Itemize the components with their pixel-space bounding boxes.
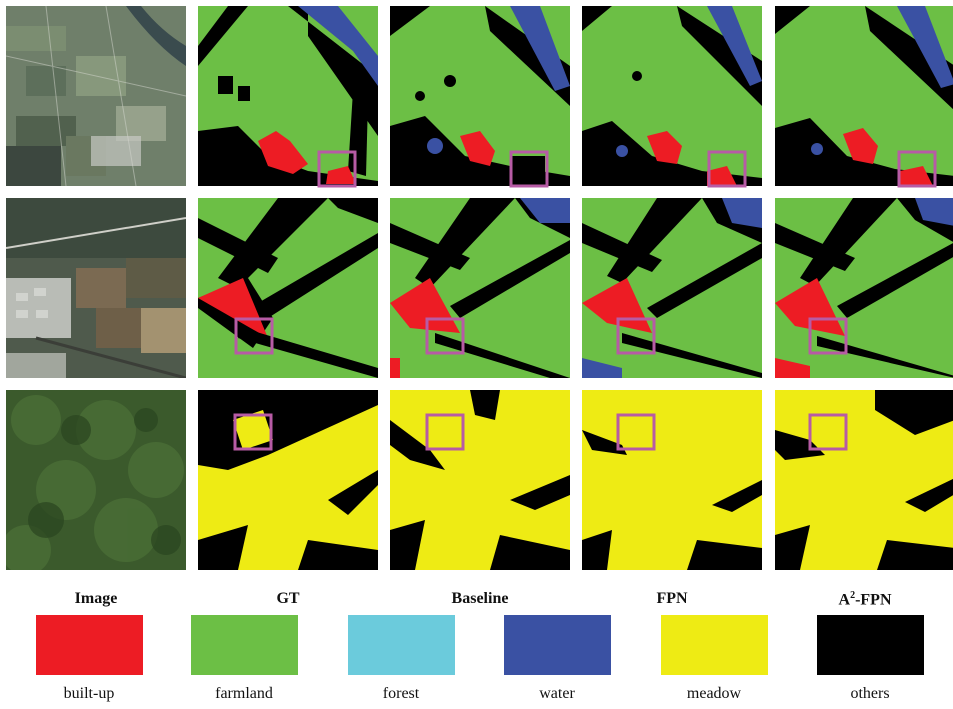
row3-image	[6, 390, 186, 570]
row2-image	[6, 198, 186, 378]
row1-baseline	[390, 6, 570, 186]
a2fpn-sup: 2	[850, 590, 856, 601]
column-label-a2fpn: A2-FPN	[785, 590, 945, 609]
column-label-baseline: Baseline	[451, 590, 509, 607]
a2fpn-suffix: -FPN	[855, 591, 892, 609]
legend-swatch-built-up	[36, 615, 143, 675]
legend-label-water: water	[539, 685, 575, 702]
column-label-fpn: FPN	[656, 590, 688, 607]
row3-a2fpn	[775, 390, 953, 570]
row2-gt	[198, 198, 378, 378]
column-label-gt: GT	[276, 590, 300, 607]
row3-fpn	[582, 390, 762, 570]
row1-fpn	[582, 6, 762, 186]
legend-swatch-forest	[348, 615, 455, 675]
legend-swatch-water	[504, 615, 611, 675]
legend-swatch-others	[817, 615, 924, 675]
legend-label-meadow: meadow	[686, 685, 742, 702]
row1-a2fpn	[775, 6, 953, 186]
row2-baseline	[390, 198, 570, 378]
row2-fpn	[582, 198, 762, 378]
legend-label-farmland: farmland	[215, 685, 273, 702]
legend-swatch-meadow	[661, 615, 768, 675]
column-label-image: Image	[74, 590, 118, 607]
legend-label-built-up: built-up	[63, 685, 115, 702]
legend-label-forest: forest	[382, 685, 420, 702]
row3-baseline	[390, 390, 570, 570]
a2fpn-base: A	[838, 591, 851, 609]
row3-gt	[198, 390, 378, 570]
row1-gt	[198, 6, 378, 186]
row2-a2fpn	[775, 198, 953, 378]
row1-image	[6, 6, 186, 186]
legend-swatch-farmland	[191, 615, 298, 675]
legend-label-others: others	[850, 685, 890, 702]
